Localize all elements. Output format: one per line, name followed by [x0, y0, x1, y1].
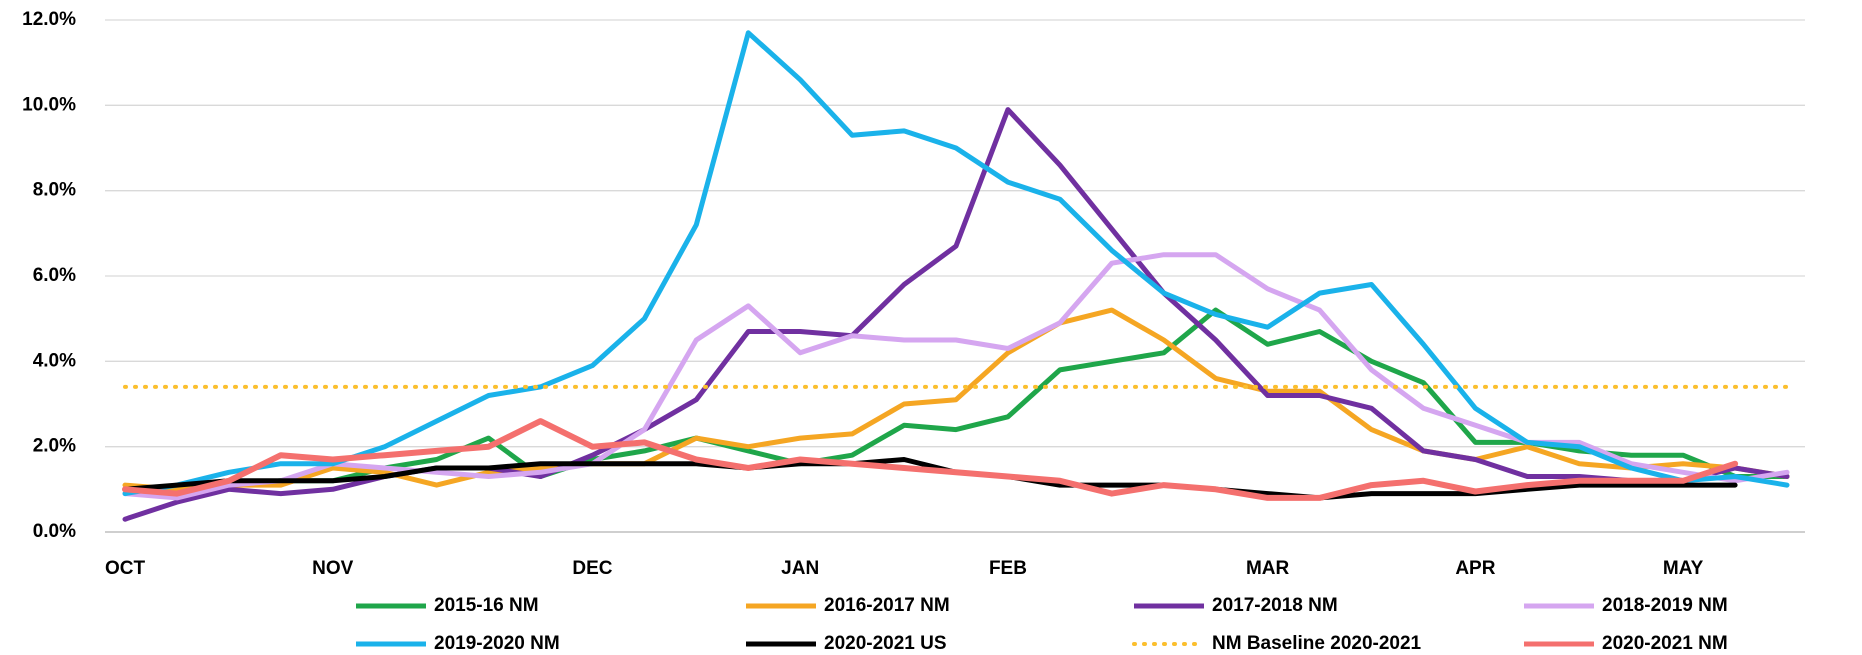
- legend-item: 2017-2018 NM: [1134, 595, 1338, 616]
- legend-item: NM Baseline 2020-2021: [1132, 633, 1422, 654]
- legend-label: NM Baseline 2020-2021: [1212, 633, 1422, 654]
- legend-label: 2020-2021 US: [824, 633, 947, 654]
- y-tick-label: 0.0%: [33, 521, 76, 542]
- series-line: [122, 307, 1790, 497]
- legend-item: 2020-2021 US: [746, 633, 947, 654]
- x-tick-label: NOV: [312, 558, 354, 579]
- y-tick-label: 4.0%: [33, 350, 76, 371]
- legend-item: 2016-2017 NM: [746, 595, 950, 616]
- y-tick-label: 12.0%: [22, 9, 76, 30]
- x-tick-label: JAN: [781, 558, 819, 579]
- x-tick-label: APR: [1455, 558, 1495, 579]
- series-line: [122, 307, 1790, 492]
- y-tick-label: 8.0%: [33, 180, 76, 201]
- x-tick-label: OCT: [105, 558, 146, 579]
- x-tick-label: MAY: [1663, 558, 1704, 579]
- legend-item: 2015-16 NM: [356, 595, 539, 616]
- legend-label: 2015-16 NM: [434, 595, 539, 616]
- legend-item: 2019-2020 NM: [356, 633, 560, 654]
- x-tick-label: FEB: [989, 558, 1027, 579]
- y-tick-label: 6.0%: [33, 265, 76, 286]
- legend-label: 2019-2020 NM: [434, 633, 560, 654]
- legend-item: 2020-2021 NM: [1524, 633, 1728, 654]
- legend-label: 2016-2017 NM: [824, 595, 950, 616]
- legend-label: 2020-2021 NM: [1602, 633, 1728, 654]
- y-tick-label: 10.0%: [22, 94, 76, 115]
- series-line: [122, 252, 1790, 501]
- series-line: [122, 457, 1738, 501]
- legend-label: 2018-2019 NM: [1602, 595, 1728, 616]
- y-tick-label: 2.0%: [33, 436, 76, 457]
- legend-item: 2018-2019 NM: [1524, 595, 1728, 616]
- x-tick-label: MAR: [1246, 558, 1290, 579]
- legend-label: 2017-2018 NM: [1212, 595, 1338, 616]
- x-tick-label: DEC: [572, 558, 612, 579]
- series-line: [122, 30, 1790, 497]
- series-line: [122, 418, 1739, 501]
